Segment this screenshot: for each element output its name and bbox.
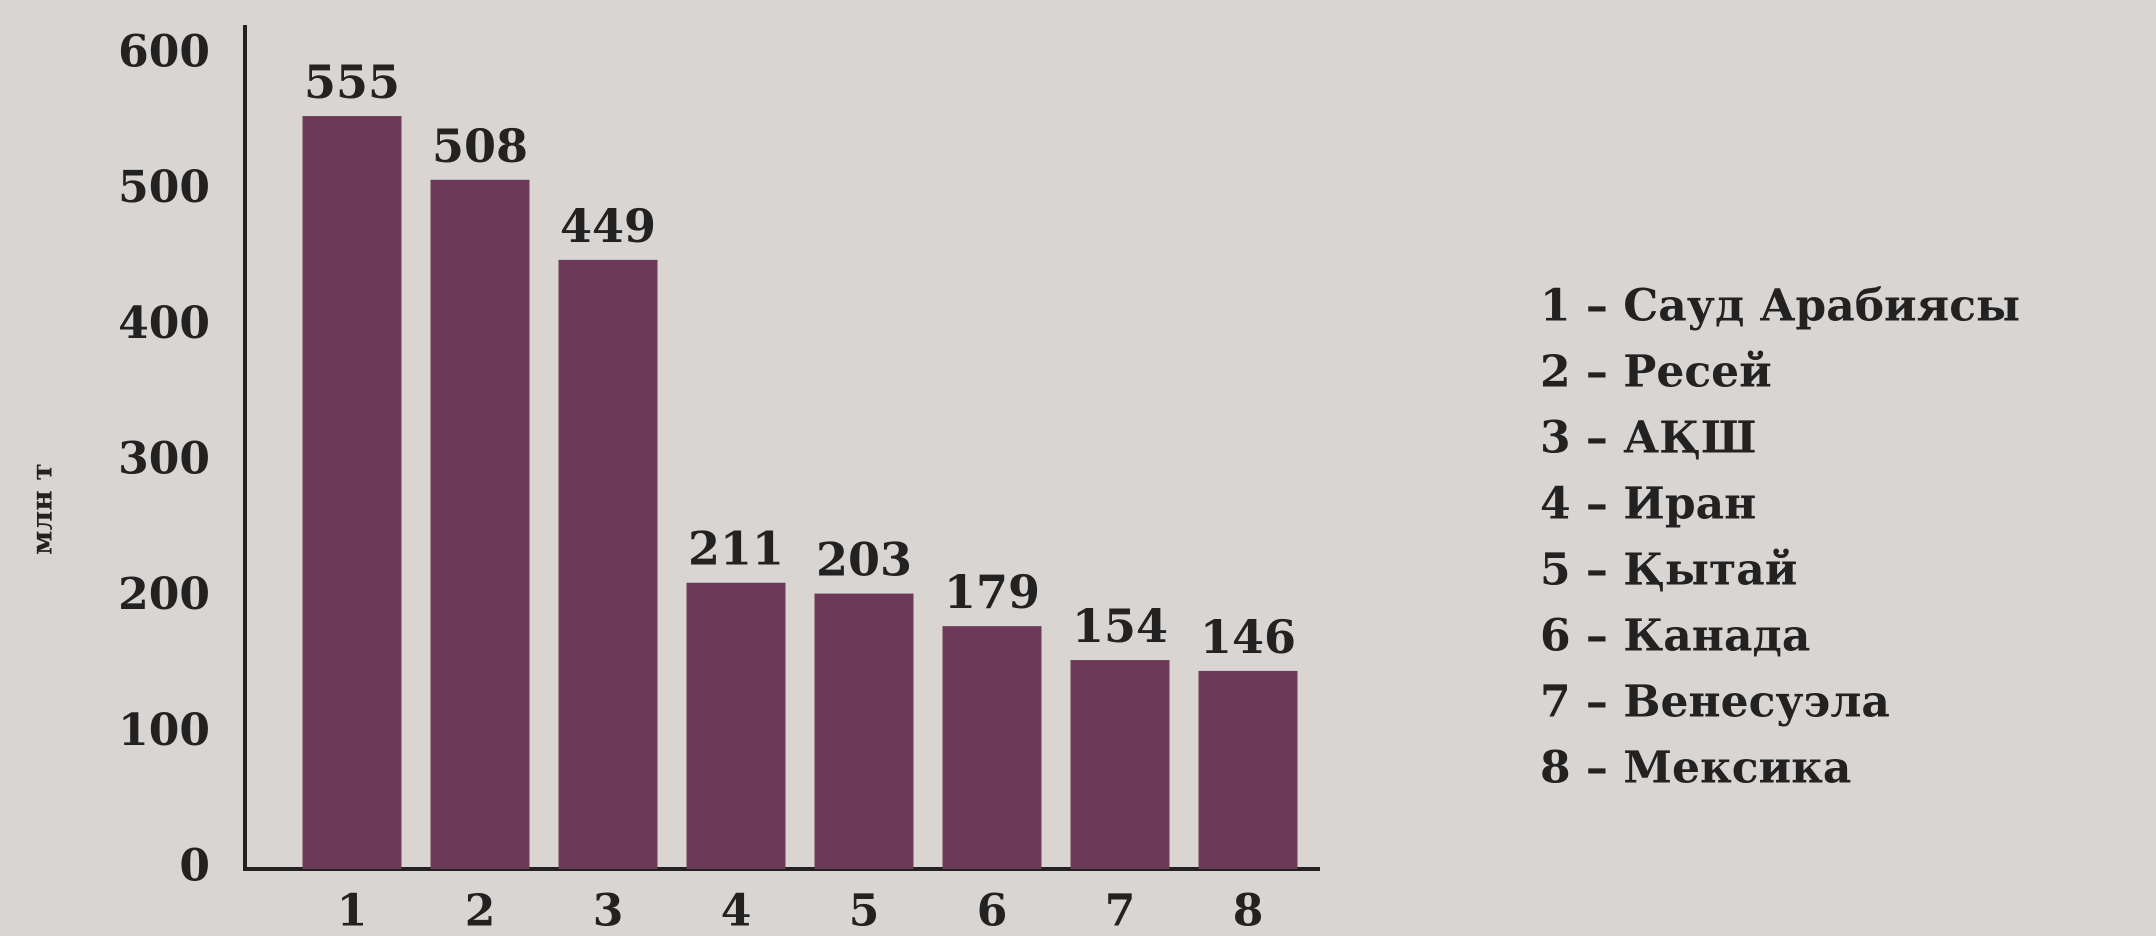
legend-entry: 2 – Ресей	[1540, 347, 1772, 398]
bar	[302, 116, 402, 870]
bar	[686, 582, 786, 869]
value-label: 154	[1072, 599, 1168, 653]
legend-entry: 3 – АҚШ	[1540, 413, 1757, 464]
legend-entry: 4 – Иран	[1540, 479, 1756, 530]
value-label: 508	[432, 119, 528, 173]
value-label: 211	[688, 522, 784, 576]
legend-entry: 5 – Қытай	[1540, 545, 1797, 596]
y-axis-label: млн т	[26, 463, 59, 555]
value-label: 146	[1200, 610, 1296, 664]
x-tick-label: 8	[1233, 886, 1264, 936]
legend-entry: 7 – Венесуэла	[1540, 677, 1890, 728]
y-tick-label: 500	[118, 162, 210, 213]
y-tick-label: 300	[118, 434, 210, 485]
bar	[814, 593, 914, 869]
x-tick-label: 2	[465, 886, 496, 936]
legend-entry: 6 – Канада	[1540, 611, 1810, 662]
legend-entry: 1 – Сауд Арабиясы	[1540, 281, 2020, 332]
value-label: 203	[816, 533, 912, 587]
y-tick-label: 200	[118, 569, 210, 620]
value-label: 555	[304, 55, 400, 109]
legend-entry: 8 – Мексика	[1540, 743, 1851, 794]
x-tick-label: 5	[849, 886, 880, 936]
y-tick-label: 600	[118, 27, 210, 78]
y-tick-label: 100	[118, 705, 210, 756]
y-tick-label: 400	[118, 298, 210, 349]
bar	[1198, 670, 1298, 869]
bar	[558, 259, 658, 869]
value-label: 449	[560, 199, 656, 253]
x-tick-label: 4	[721, 886, 752, 936]
x-tick-label: 3	[593, 886, 624, 936]
bar	[942, 626, 1042, 869]
bar	[1070, 660, 1170, 869]
x-tick-label: 7	[1105, 886, 1136, 936]
x-tick-label: 1	[337, 886, 368, 936]
bar	[430, 179, 530, 869]
y-tick-label: 0	[179, 841, 210, 892]
x-tick-label: 6	[977, 886, 1008, 936]
value-label: 179	[944, 565, 1040, 619]
